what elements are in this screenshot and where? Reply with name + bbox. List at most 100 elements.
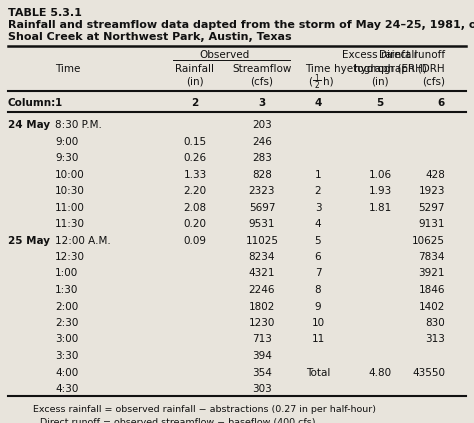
- Text: Column:: Column:: [8, 98, 56, 108]
- Text: 10: 10: [311, 318, 325, 328]
- Text: 830: 830: [425, 318, 445, 328]
- Text: Rainfall: Rainfall: [175, 64, 215, 74]
- Text: 7834: 7834: [419, 252, 445, 262]
- Text: 4321: 4321: [249, 269, 275, 278]
- Text: 4:30: 4:30: [55, 384, 78, 394]
- Text: (cfs): (cfs): [422, 76, 445, 86]
- Text: 11: 11: [311, 335, 325, 344]
- Text: 3: 3: [258, 98, 265, 108]
- Text: 354: 354: [252, 368, 272, 377]
- Text: 2323: 2323: [249, 186, 275, 196]
- Text: 11025: 11025: [246, 236, 279, 245]
- Text: 713: 713: [252, 335, 272, 344]
- Text: 1230: 1230: [249, 318, 275, 328]
- Text: 1: 1: [315, 170, 321, 179]
- Text: 1:00: 1:00: [55, 269, 78, 278]
- Text: 313: 313: [425, 335, 445, 344]
- Text: 10:30: 10:30: [55, 186, 85, 196]
- Text: 0.15: 0.15: [183, 137, 207, 146]
- Text: 1.81: 1.81: [368, 203, 392, 212]
- Text: 6: 6: [315, 252, 321, 262]
- Text: 828: 828: [252, 170, 272, 179]
- Text: 6: 6: [438, 98, 445, 108]
- Text: h): h): [323, 76, 334, 86]
- Text: Rainfall and streamflow data dapted from the storm of May 24–25, 1981, o: Rainfall and streamflow data dapted from…: [8, 20, 474, 30]
- Text: 9531: 9531: [249, 219, 275, 229]
- Text: 11:00: 11:00: [55, 203, 85, 212]
- Text: 8:30 P.M.: 8:30 P.M.: [55, 120, 102, 130]
- Text: 9:00: 9:00: [55, 137, 78, 146]
- Text: 43550: 43550: [412, 368, 445, 377]
- Text: Time: Time: [55, 64, 81, 74]
- Text: Time: Time: [305, 64, 331, 74]
- Text: 9131: 9131: [419, 219, 445, 229]
- Text: 2:00: 2:00: [55, 302, 78, 311]
- Text: (cfs): (cfs): [250, 76, 273, 86]
- Text: 2: 2: [191, 98, 199, 108]
- Text: 2.20: 2.20: [183, 186, 207, 196]
- Text: Streamflow: Streamflow: [232, 64, 292, 74]
- Text: 283: 283: [252, 153, 272, 163]
- Text: (in): (in): [371, 76, 389, 86]
- Text: 25 May: 25 May: [8, 236, 50, 245]
- Text: hydrograph (DRH: hydrograph (DRH: [355, 64, 445, 74]
- Text: 0.20: 0.20: [183, 219, 207, 229]
- Text: 246: 246: [252, 137, 272, 146]
- Text: 1802: 1802: [249, 302, 275, 311]
- Text: 1.06: 1.06: [368, 170, 392, 179]
- Text: 5697: 5697: [249, 203, 275, 212]
- Text: Excess rainfall = observed rainfall − abstractions (0.27 in per half-hour): Excess rainfall = observed rainfall − ab…: [33, 405, 376, 414]
- Text: 203: 203: [252, 120, 272, 130]
- Text: 2:30: 2:30: [55, 318, 78, 328]
- Text: (in): (in): [186, 76, 204, 86]
- Text: TABLE 5.3.1: TABLE 5.3.1: [8, 8, 82, 18]
- Text: 9:30: 9:30: [55, 153, 78, 163]
- Text: 10625: 10625: [412, 236, 445, 245]
- Text: 2246: 2246: [249, 285, 275, 295]
- Text: Total: Total: [306, 368, 330, 377]
- Text: 2.08: 2.08: [183, 203, 207, 212]
- Text: 2: 2: [315, 81, 319, 90]
- Text: 1846: 1846: [419, 285, 445, 295]
- Text: 12:30: 12:30: [55, 252, 85, 262]
- Text: 3:30: 3:30: [55, 351, 78, 361]
- Text: 4: 4: [315, 219, 321, 229]
- Text: 5: 5: [376, 98, 383, 108]
- Text: 11:30: 11:30: [55, 219, 85, 229]
- Text: 1.33: 1.33: [183, 170, 207, 179]
- Text: 12:00 A.M.: 12:00 A.M.: [55, 236, 111, 245]
- Text: 1: 1: [315, 74, 319, 83]
- Text: 4.80: 4.80: [368, 368, 392, 377]
- Text: 1402: 1402: [419, 302, 445, 311]
- Text: 4: 4: [314, 98, 322, 108]
- Text: 1: 1: [55, 98, 62, 108]
- Text: 5: 5: [315, 236, 321, 245]
- Text: 428: 428: [425, 170, 445, 179]
- Text: Excess rainfall: Excess rainfall: [342, 50, 418, 60]
- Text: Direct runoff: Direct runoff: [379, 50, 445, 60]
- Text: 0.26: 0.26: [183, 153, 207, 163]
- Text: 5297: 5297: [419, 203, 445, 212]
- Text: 394: 394: [252, 351, 272, 361]
- Text: 0.09: 0.09: [183, 236, 207, 245]
- Text: 8234: 8234: [249, 252, 275, 262]
- Text: 303: 303: [252, 384, 272, 394]
- Text: hyetograph (ERH): hyetograph (ERH): [334, 64, 427, 74]
- Text: (: (: [308, 76, 312, 86]
- Text: 8: 8: [315, 285, 321, 295]
- Text: 2: 2: [315, 186, 321, 196]
- Text: 1.93: 1.93: [368, 186, 392, 196]
- Text: 4:00: 4:00: [55, 368, 78, 377]
- Text: 9: 9: [315, 302, 321, 311]
- Text: 7: 7: [315, 269, 321, 278]
- Text: Observed: Observed: [200, 50, 250, 60]
- Text: 24 May: 24 May: [8, 120, 50, 130]
- Text: 10:00: 10:00: [55, 170, 85, 179]
- Text: Direct runoff = observed streamflow − baseflow (400 cfs): Direct runoff = observed streamflow − ba…: [40, 418, 316, 423]
- Text: 3921: 3921: [419, 269, 445, 278]
- Text: 3: 3: [315, 203, 321, 212]
- Text: 3:00: 3:00: [55, 335, 78, 344]
- Text: Shoal Creek at Northwest Park, Austin, Texas: Shoal Creek at Northwest Park, Austin, T…: [8, 32, 292, 42]
- Text: 1:30: 1:30: [55, 285, 78, 295]
- Text: 1923: 1923: [419, 186, 445, 196]
